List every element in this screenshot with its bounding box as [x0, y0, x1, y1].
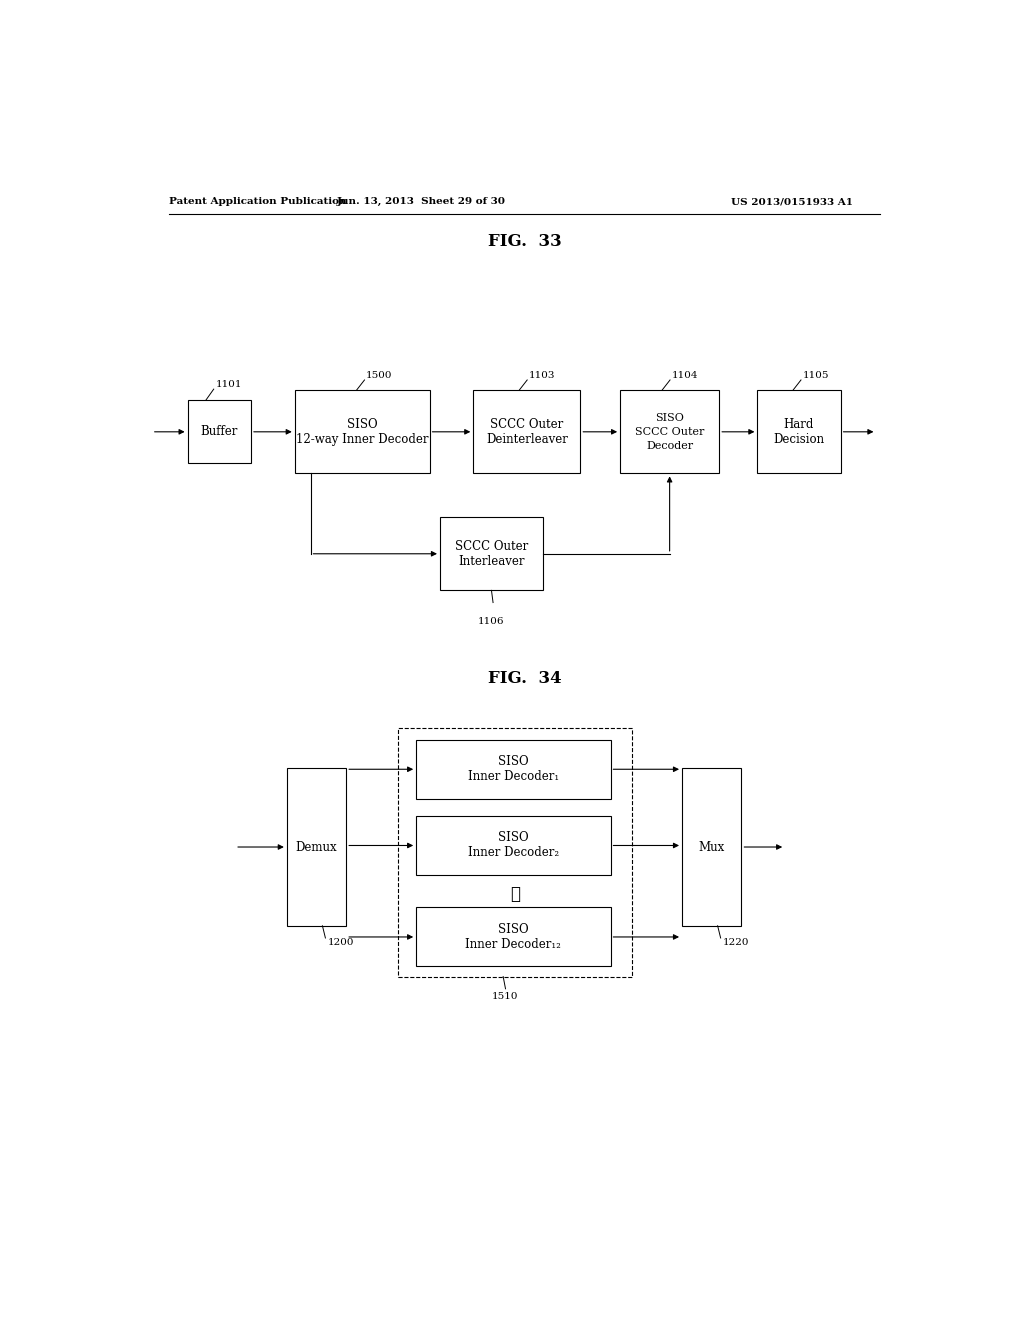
Text: Demux: Demux: [296, 841, 337, 854]
Text: 12-way Inner Decoder: 12-way Inner Decoder: [296, 433, 428, 446]
Text: SCCC Outer: SCCC Outer: [490, 418, 563, 430]
Bar: [620, 391, 719, 474]
Text: Mux: Mux: [698, 841, 725, 854]
Text: 1104: 1104: [672, 371, 698, 380]
Text: SCCC Outer: SCCC Outer: [635, 426, 705, 437]
Text: 1200: 1200: [328, 939, 354, 946]
Text: SISO: SISO: [347, 418, 378, 430]
Text: ⋯: ⋯: [510, 886, 520, 903]
Text: Inner Decoder₂: Inner Decoder₂: [468, 846, 559, 859]
Text: Jun. 13, 2013  Sheet 29 of 30: Jun. 13, 2013 Sheet 29 of 30: [337, 197, 506, 206]
Text: 1500: 1500: [367, 371, 392, 380]
Text: Inner Decoder₁₂: Inner Decoder₁₂: [465, 939, 561, 950]
Text: Hard: Hard: [783, 418, 814, 430]
Text: Patent Application Publication: Patent Application Publication: [169, 197, 347, 206]
Text: 1103: 1103: [528, 371, 555, 380]
Text: SISO: SISO: [498, 923, 528, 936]
Bar: [682, 768, 741, 925]
Text: Inner Decoder₁: Inner Decoder₁: [468, 771, 559, 783]
Text: FIG.  33: FIG. 33: [487, 232, 562, 249]
Bar: [758, 391, 841, 474]
Text: US 2013/0151933 A1: US 2013/0151933 A1: [731, 197, 853, 206]
Text: Interleaver: Interleaver: [458, 554, 524, 568]
Text: 1105: 1105: [803, 371, 829, 380]
Text: FIG.  34: FIG. 34: [488, 671, 561, 686]
Text: Decision: Decision: [773, 433, 824, 446]
Text: Deinterleaver: Deinterleaver: [485, 433, 567, 446]
Bar: [295, 391, 430, 474]
Bar: [440, 517, 543, 590]
Text: 1220: 1220: [723, 939, 750, 946]
Bar: [416, 816, 610, 875]
Text: SCCC Outer: SCCC Outer: [455, 540, 528, 553]
Text: SISO: SISO: [498, 832, 528, 845]
Text: 1510: 1510: [493, 991, 519, 1001]
Bar: [416, 739, 610, 799]
Text: Buffer: Buffer: [201, 425, 238, 438]
Text: 1106: 1106: [478, 616, 505, 626]
Text: Decoder: Decoder: [646, 441, 693, 451]
Text: 1101: 1101: [215, 380, 242, 389]
Bar: [187, 400, 251, 463]
Bar: [287, 768, 346, 925]
Text: SISO: SISO: [655, 413, 684, 422]
Bar: [473, 391, 581, 474]
Bar: [397, 727, 632, 977]
Bar: [416, 907, 610, 966]
Text: SISO: SISO: [498, 755, 528, 768]
